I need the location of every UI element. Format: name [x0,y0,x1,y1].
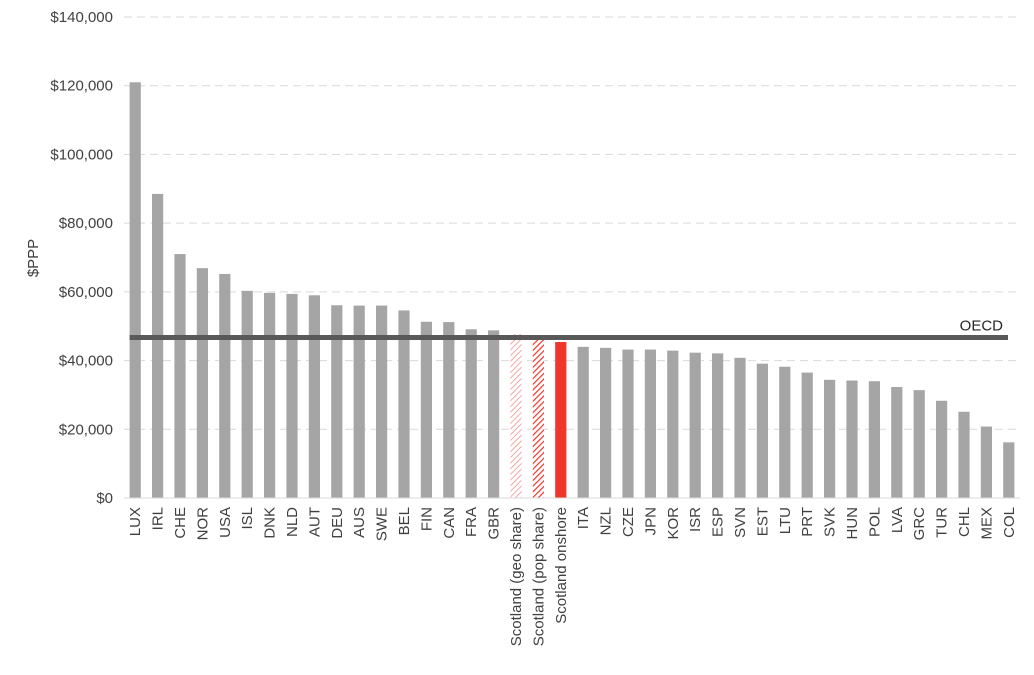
category-label: POL [866,507,883,537]
category-label: SVK [822,507,839,537]
bar-dnk [264,292,276,498]
category-label: USA [217,507,234,538]
category-label: DEU [329,507,346,539]
category-label: NLD [284,507,301,537]
bars [129,82,1015,499]
bar-aus [353,305,365,498]
category-label: EST [754,507,771,536]
category-label: TUR [934,507,951,538]
category-label: CAN [441,507,458,539]
bar-scotland-onshore [555,342,567,498]
y-tick-label: $20,000 [59,421,113,438]
bar-lux [129,82,141,499]
bar-cze [622,349,634,498]
y-tick-label: $60,000 [59,284,113,301]
category-label: DNK [262,507,279,539]
bar-est [756,363,768,498]
y-tick-label: $140,000 [50,9,113,26]
bar-nor [196,268,208,498]
category-label: CHL [956,507,973,537]
bar-esp [712,353,724,498]
bar-ltu [779,366,791,498]
oecd-reference-label: OECD [960,318,1004,335]
category-label: LVA [889,507,906,533]
bar-swe [376,305,388,498]
category-label: NZL [598,507,615,535]
bar-svn [734,357,746,498]
bar-kor [667,350,679,498]
bar-tur [936,400,948,498]
bar-che [174,254,186,498]
category-label: LUX [127,507,144,536]
bar-prt [801,372,813,498]
bar-chl [958,411,970,498]
bar-col [1003,442,1015,498]
category-label: HUN [844,507,861,540]
bar-scotland-geo-share [510,334,522,498]
bar-aut [308,295,320,498]
bar-mex [980,426,992,498]
y-tick-label: $0 [96,490,113,507]
category-label: JPN [642,507,659,535]
bar-lva [891,387,903,498]
bar-irl [152,193,164,499]
bar-gbr [488,330,500,498]
category-label: Scotland (pop share) [530,507,547,646]
y-tick-label: $100,000 [50,146,113,163]
category-label: ITA [575,507,592,529]
oecd-reference: OECD [129,318,1008,341]
y-axis-ticks: $0 $20,000 $40,000 $60,000 $80,000 $100,000 $1… [50,9,113,507]
bar-fin [420,321,432,498]
category-label: LTU [777,507,794,534]
category-label: PRT [799,507,816,537]
category-label: SVN [732,507,749,538]
gridlines [124,16,1020,430]
category-label: AUS [351,507,368,538]
category-label: GRC [911,507,928,541]
bar-hun [846,380,858,498]
category-label: ESP [710,507,727,537]
bar-isr [689,352,701,498]
bar-scotland-pop-share [532,339,544,498]
bar-can [443,322,455,498]
category-label: KOR [665,507,682,540]
category-label: COL [1001,507,1018,538]
bar-jpn [644,349,656,498]
bar-fra [465,329,477,498]
category-label: MEX [978,507,995,540]
category-label: CZE [620,507,637,537]
category-label: ISL [239,507,256,530]
category-label: ISR [687,507,704,532]
category-label: FRA [463,507,480,537]
category-label: Scotland (geo share) [508,507,525,646]
category-label: GBR [486,507,503,540]
category-label: CHE [172,507,189,539]
category-label: FIN [418,507,435,531]
category-label: BEL [396,507,413,535]
category-label: IRL [150,507,167,530]
y-tick-label: $40,000 [59,353,113,370]
category-label: AUT [306,507,323,537]
bar-pol [868,381,880,498]
bar-isl [241,290,253,498]
y-tick-label: $120,000 [50,78,113,95]
category-label: SWE [374,507,391,541]
bar-deu [331,305,343,498]
bar-grc [913,390,925,498]
bar-usa [219,273,231,498]
x-axis-category-labels: LUX IRL CHE NOR USA ISL DNK NLD AUT DEU AUS SWE BEL F… [127,507,1018,646]
category-label: Scotland onshore [553,507,570,624]
y-tick-label: $80,000 [59,215,113,232]
category-label: NOR [194,507,211,541]
bar-nld [286,293,298,498]
bar-svk [824,379,836,498]
bar-ita [577,346,589,498]
y-axis-label: $PPP [25,239,42,277]
bar-nzl [600,347,612,498]
bar-bel [398,310,410,498]
